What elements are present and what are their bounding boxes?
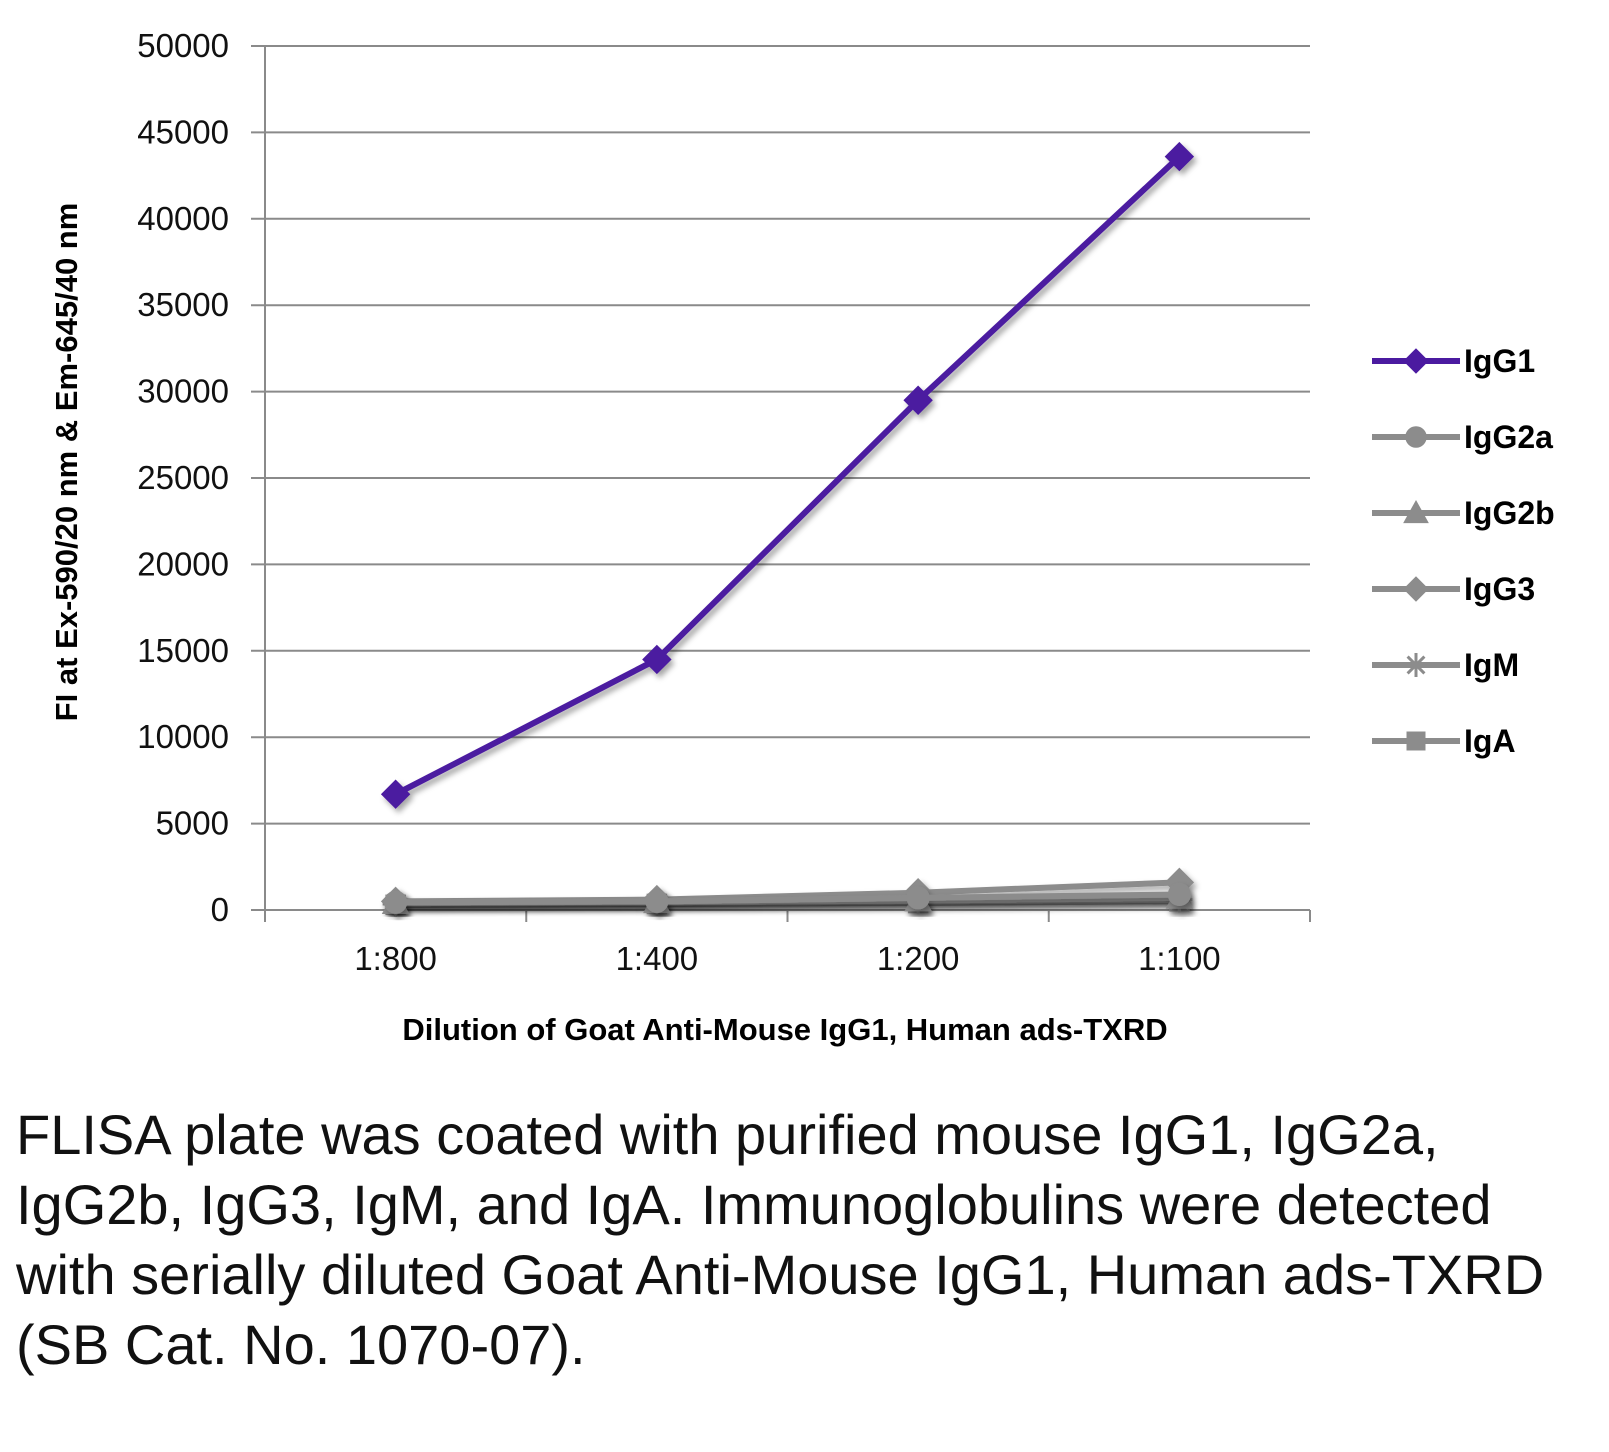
data-point: [1167, 882, 1191, 906]
series-lines: [380, 141, 1195, 917]
legend-label: IgG2b: [1464, 495, 1555, 531]
figure-caption: FLISA plate was coated with purified mou…: [16, 1103, 1545, 1376]
y-tick-label: 45000: [137, 113, 229, 150]
y-tick-label: 0: [211, 891, 229, 928]
series-IgG1: [380, 141, 1195, 809]
y-tick-label: 10000: [137, 718, 229, 755]
data-point: [384, 890, 408, 914]
series-line: [394, 154, 1182, 797]
y-tick-label: 35000: [137, 286, 229, 323]
y-tick-label: 25000: [137, 459, 229, 496]
legend-marker: [1404, 653, 1428, 677]
data-point: [642, 644, 672, 675]
legend-label: IgG3: [1464, 571, 1535, 607]
legend-label: IgA: [1464, 723, 1516, 759]
legend-marker: [1405, 426, 1427, 448]
legend-marker: [1403, 499, 1429, 524]
x-tick-label: 1:400: [616, 940, 699, 977]
legend-item: IgG3: [1372, 571, 1535, 607]
series-line: [395, 891, 1180, 906]
legend-label: IgM: [1464, 647, 1519, 683]
legend-item: IgA: [1372, 723, 1516, 759]
y-axis-title: FI at Ex-590/20 nm & Em-645/40 nm: [49, 203, 84, 722]
x-axis-title: Dilution of Goat Anti-Mouse IgG1, Human …: [402, 1012, 1167, 1047]
legend-marker: [1403, 348, 1429, 374]
y-tick-label: 40000: [137, 200, 229, 237]
legend-marker: [1403, 576, 1429, 602]
data-point: [380, 779, 411, 809]
data-point: [645, 889, 669, 913]
x-tick-label: 1:800: [354, 940, 437, 977]
legend-item: IgG1: [1372, 343, 1535, 379]
line-chart: 0 5000 10000 15000 20000 25000 30000 35000 40000…: [49, 27, 1555, 1047]
x-tick-label: 1:100: [1138, 940, 1221, 977]
legend-item: IgG2a: [1372, 419, 1553, 455]
legend-label: IgG2a: [1464, 419, 1553, 455]
data-point: [903, 385, 933, 415]
legend-label: IgG1: [1464, 343, 1535, 379]
series-IgG2a: [384, 882, 1191, 914]
gridlines: [251, 45, 1310, 825]
series-IgG3: [380, 867, 1195, 917]
data-point: [1164, 141, 1195, 172]
data-point: [906, 886, 930, 910]
legend-item: IgM: [1372, 647, 1519, 683]
y-tick-label: 5000: [156, 805, 229, 842]
x-tick-label: 1:200: [877, 940, 960, 977]
y-tick-label: 15000: [137, 632, 229, 669]
y-tick-label: 30000: [137, 373, 229, 410]
y-tick-label: 50000: [137, 27, 229, 64]
axes: 0 5000 10000 15000 20000 25000 30000 35000 40000…: [137, 27, 1311, 977]
legend-marker: [1406, 731, 1426, 751]
y-tick-label: 20000: [137, 545, 229, 582]
legend-item: IgG2b: [1372, 495, 1555, 531]
legend: IgG1 IgG2a IgG2b IgG3 IgM IgA: [1372, 343, 1555, 759]
